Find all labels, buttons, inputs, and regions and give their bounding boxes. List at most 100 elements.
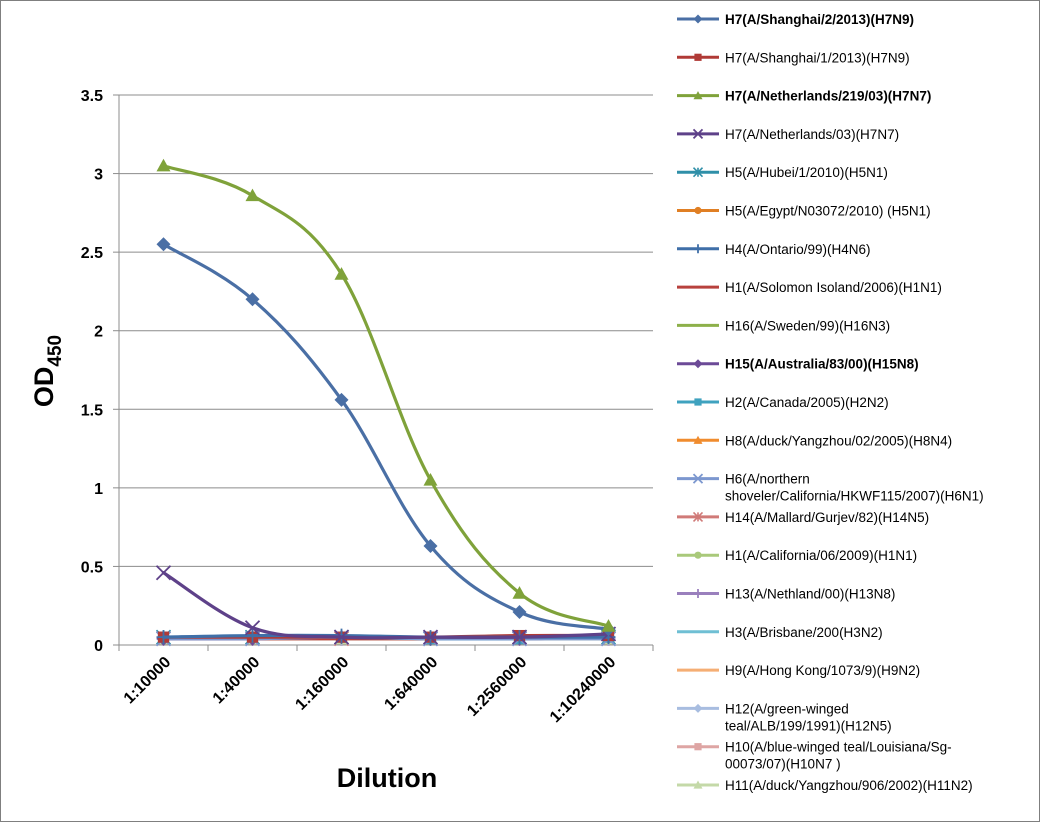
data-point	[333, 629, 350, 645]
data-point	[156, 237, 171, 252]
data-point	[245, 292, 260, 307]
data-point	[422, 629, 439, 645]
y-tick-label: 1	[94, 481, 103, 498]
legend-label: H11(A/duck/Yangzhou/906/2002)(H11N2)	[725, 778, 973, 793]
y-axis-title: OD450	[29, 335, 66, 407]
legend-entry: H16(A/Sweden/99)(H16N3)	[677, 318, 890, 333]
legend-label: shoveler/California/HKWF115/2007)(H6N1)	[725, 489, 984, 504]
legend-label: H4(A/Ontario/99)(H4N6)	[725, 242, 871, 257]
data-point	[156, 630, 171, 645]
legend-label: H9(A/Hong Kong/1073/9)(H9N2)	[725, 663, 920, 678]
legend-marker	[694, 398, 702, 406]
legend-label: H5(A/Egypt/N03072/2010) (H5N1)	[725, 204, 931, 219]
legend-label: H12(A/green-winged	[725, 701, 849, 716]
data-point	[423, 539, 438, 553]
legend-entry: H12(A/green-winged teal/ALB/199/1991)(H12…	[677, 701, 892, 733]
series-line	[161, 164, 611, 628]
grid-lines	[119, 94, 653, 567]
legend-entry: H7(A/Netherlands/219/03)(H7N7)	[677, 89, 931, 104]
legend-entry: H13(A/Nethland/00)(H13N8)	[677, 587, 895, 602]
legend-entry: H7(A/Shanghai/1/2013)(H7N9)	[677, 50, 910, 65]
legend-entry: H6(A/northern shoveler/California/HKWF115…	[677, 472, 984, 504]
legend-label: H15(A/Australia/83/00)(H15N8)	[725, 357, 919, 372]
legend-marker	[692, 473, 704, 484]
legend-entry: H14(A/Mallard/Gurjev/82)(H14N5)	[677, 510, 929, 525]
series-4	[155, 565, 617, 645]
legend-entry: H1(A/California/06/2009)(H1N1)	[677, 548, 917, 563]
x-tick-label: 1:10000	[121, 654, 175, 708]
legend-marker	[693, 14, 703, 24]
legend-entry: H1(A/Solomon Isoland/2006)(H1N1)	[677, 280, 942, 295]
legend-label: H13(A/Nethland/00)(H13N8)	[725, 587, 895, 602]
legend-marker	[692, 167, 704, 178]
legend-label: H7(A/Netherlands/03)(H7N7)	[725, 127, 899, 142]
data-point	[245, 628, 260, 643]
legend-label: H5(A/Hubei/1/2010)(H5N1)	[725, 165, 888, 180]
legend-label: H10(A/blue-winged teal/Louisiana/Sg-	[725, 740, 952, 755]
data-point	[423, 473, 438, 486]
y-tick-label: 3.5	[81, 88, 103, 105]
y-tick-label: 2.5	[81, 245, 103, 262]
legend-label: H1(A/Solomon Isoland/2006)(H1N1)	[725, 280, 942, 295]
legend-entry: H8(A/duck/Yangzhou/02/2005)(H8N4)	[677, 433, 952, 448]
legend-label: H7(A/Shanghai/1/2013)(H7N9)	[725, 50, 910, 65]
legend-entry: H7(A/Netherlands/03)(H7N7)	[677, 127, 899, 142]
data-point	[334, 392, 349, 407]
legend-marker	[693, 244, 703, 254]
x-tick-label: 1:160000	[292, 654, 352, 714]
legend-marker	[694, 53, 702, 61]
series-3	[156, 158, 616, 632]
legend-marker	[694, 743, 702, 751]
x-axis-title: Dilution	[337, 763, 437, 793]
legend-marker	[692, 128, 704, 140]
data-point	[156, 158, 171, 172]
series-layer	[155, 158, 617, 647]
legend-marker	[693, 780, 703, 789]
legend-marker	[692, 511, 704, 522]
legend-label: H6(A/northern	[725, 472, 810, 487]
y-tick-label: 0.5	[81, 559, 103, 576]
legend-entry: H5(A/Hubei/1/2010)(H5N1)	[677, 165, 888, 180]
legend-label: H16(A/Sweden/99)(H16N3)	[725, 318, 890, 333]
legend-label: H8(A/duck/Yangzhou/02/2005)(H8N4)	[725, 433, 952, 448]
data-point	[244, 620, 261, 636]
x-tick-label: 1:10240000	[547, 654, 619, 726]
data-point	[155, 565, 172, 581]
series-1	[156, 237, 616, 637]
data-point	[511, 629, 528, 645]
legend-entry: H3(A/Brisbane/200(H3N2)	[677, 625, 883, 640]
legend-entry: H5(A/Egypt/N03072/2010) (H5N1)	[677, 204, 931, 219]
legend-entry: H9(A/Hong Kong/1073/9)(H9N2)	[677, 663, 920, 678]
data-point	[512, 605, 527, 619]
y-tick-label: 3	[94, 167, 103, 184]
legend-marker	[693, 91, 703, 100]
x-tick-label: 1:2560000	[464, 654, 530, 720]
legend-marker	[694, 206, 702, 215]
legend-entry: H15(A/Australia/83/00)(H15N8)	[677, 357, 919, 372]
legend-marker	[693, 359, 703, 369]
legend-label: H7(A/Shanghai/2/2013)(H7N9)	[725, 12, 914, 27]
series-line	[161, 242, 611, 631]
legend-label: H2(A/Canada/2005)(H2N2)	[725, 395, 889, 410]
legend-marker	[693, 703, 703, 713]
legend-label: 00073/07)(H10N7 )	[725, 757, 841, 772]
legend: H7(A/Shanghai/2/2013)(H7N9) H7(A/Shanghai…	[677, 12, 984, 793]
y-tick-label: 0	[94, 638, 103, 655]
legend-label: H3(A/Brisbane/200(H3N2)	[725, 625, 883, 640]
y-tick-label: 2	[94, 324, 103, 341]
legend-label: H7(A/Netherlands/219/03)(H7N7)	[725, 89, 931, 104]
x-tick-label: 1:640000	[381, 654, 441, 714]
legend-entry: H11(A/duck/Yangzhou/906/2002)(H11N2)	[677, 778, 973, 793]
x-tick-label: 1:40000	[210, 654, 264, 708]
legend-entry: H2(A/Canada/2005)(H2N2)	[677, 395, 889, 410]
y-tick-label: 1.5	[81, 402, 103, 419]
data-point	[245, 188, 260, 202]
series-line	[161, 571, 611, 640]
legend-label: teal/ALB/199/1991)(H12N5)	[725, 718, 892, 733]
legend-label: H14(A/Mallard/Gurjev/82)(H14N5)	[725, 510, 929, 525]
axes: 0 0.5 1 1.5 2 2.5 3 3.5 1:10000 1:40000 1:160000 1:…	[81, 88, 654, 726]
legend-marker	[694, 551, 702, 559]
legend-marker	[693, 435, 703, 444]
